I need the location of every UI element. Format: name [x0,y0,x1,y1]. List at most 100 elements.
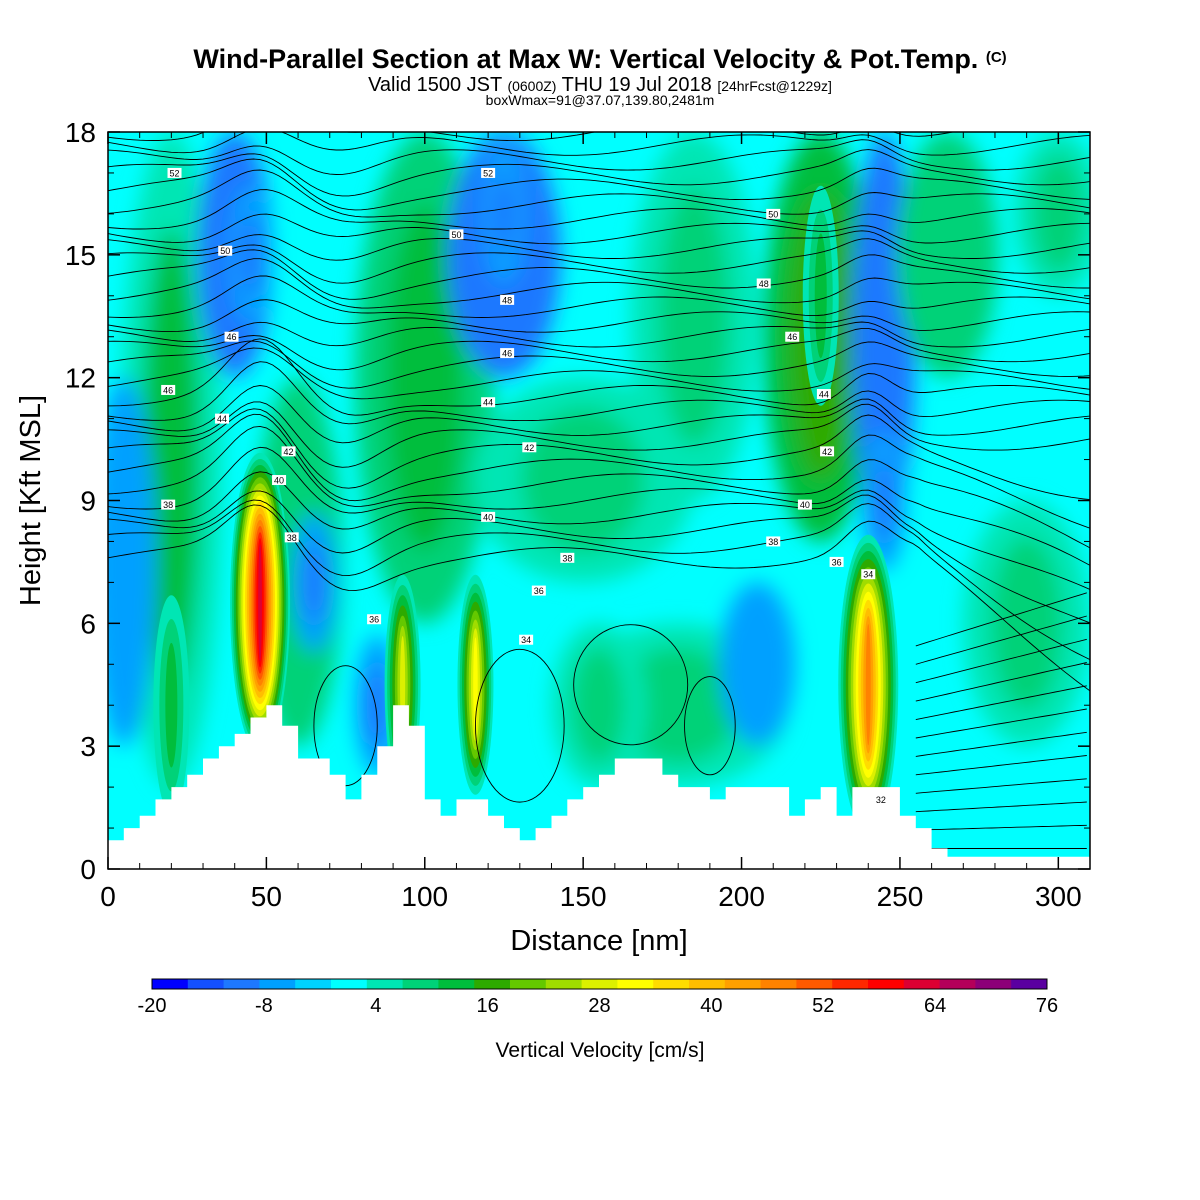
theta-label: 46 [161,384,176,395]
theta-contour [108,327,1090,371]
theta-label: 50 [218,245,233,256]
theta-label-bg [766,536,781,547]
theta-contour-low [915,708,1087,739]
downdraft-core-inner [492,173,515,254]
velocity-band-inner [386,205,464,550]
theta-label-text: 40 [483,512,493,522]
theta-label-bg [519,634,534,645]
theta-contour [108,321,1090,348]
theta-label: 40 [481,511,496,522]
x-tick-label: 250 [877,881,924,912]
theta-label-text: 36 [534,586,544,596]
theta-contour [108,249,1090,300]
theta-label-text: 46 [163,385,173,395]
downdraft-core-inner [302,542,325,623]
theta-label: 36 [531,585,546,596]
theta-contour [108,149,1090,197]
y-axis-label: Height [Kft MSL] [15,395,47,606]
theta-label-bg [272,475,287,486]
colorbar-tick-label: -20 [138,995,167,1017]
velocity-band-inner [108,432,142,691]
velocity-band-inner [736,606,779,722]
colorbar-swatch [295,979,332,989]
theta-label: 44 [816,389,831,400]
theta-contour-cell [684,676,736,776]
x-tick-label: 150 [560,881,607,912]
theta-label-text: 50 [220,246,230,256]
theta-label: 36 [367,614,382,625]
y-tick-label: 12 [65,363,96,394]
valid-time: Valid 1500 JST [368,74,502,96]
theta-contour [108,446,1090,566]
theta-contour [108,401,1090,468]
theta-label: 46 [785,331,800,342]
theta-label-bg [820,446,835,457]
theta-contour [108,347,1090,400]
theta-contour-low [915,778,1087,794]
x-tick-label: 0 [100,881,116,912]
theta-label: 36 [829,556,844,567]
colorbar-swatch [366,979,404,989]
theta-label-bg [522,442,537,453]
theta-label: 38 [284,532,299,543]
theta-label: 34 [861,569,876,580]
colorbar-swatch [223,979,260,989]
theta-label: 46 [224,331,239,342]
downdraft-core-inner [873,460,896,541]
theta-contour [108,338,1090,416]
theta-contour [108,499,1090,661]
colorbar-swatch [402,979,439,989]
theta-contour-low [915,731,1087,757]
theta-contour-low [915,685,1087,721]
colorbar-swatch [331,979,368,989]
colorbar-swatch [152,979,189,989]
theta-label-bg [531,585,546,596]
x-tick-label: 200 [718,881,765,912]
colorbar-tick-label: 16 [477,995,499,1017]
updraft-core-level [865,624,871,746]
theta-label-text: 46 [787,332,797,342]
colorbar-swatch [868,979,905,989]
theta-label-text: 36 [369,615,379,625]
colorbar-tick-label: 28 [588,995,610,1017]
downdraft-core-inner [366,665,389,746]
colorbar-swatch [581,979,618,989]
updraft-core-level [814,233,827,359]
colorbar-label: Vertical Velocity [cm/s] [496,1039,705,1062]
theta-label-bg [284,532,299,543]
velocity-field [108,132,1090,835]
theta-contour [108,504,1090,692]
colorbar-swatch [653,979,690,989]
theta-label-text: 50 [451,230,461,240]
x-axis-label: Distance [nm] [510,925,687,957]
theta-contour [108,275,1090,318]
theta-label-text: 52 [483,168,493,178]
theta-label-bg [224,331,239,342]
colorbar-tick-label: 52 [812,995,834,1017]
theta-contour [108,425,1090,549]
theta-contour [108,299,1090,333]
colorbar-swatch [510,979,547,989]
velocity-band-inner [866,193,902,481]
velocity-band-inner [572,647,626,763]
y-tick-label: 6 [80,608,96,639]
colorbar: -20 -8 4 16 28 40 52 64 76 Vertical Velocity [cm/… [138,978,1058,1062]
chart-title-tag: (C) [985,49,1007,66]
chart-title: Wind-Parallel Section at Max W: Vertical… [0,44,1200,75]
theta-label-text: 38 [287,533,297,543]
theta-label-text: 52 [170,168,180,178]
theta-label: 42 [281,446,296,457]
y-tick-label: 3 [80,731,96,762]
theta-contour [108,340,1090,389]
theta-contour-low [915,824,1087,831]
x-tick-label: 100 [401,881,448,912]
y-tick-label: 9 [80,486,96,517]
theta-label-bg [797,499,812,510]
velocity-band-inner [1033,156,1083,272]
theta-label-text: 48 [759,279,769,289]
theta-contour-low [915,638,1087,684]
theta-label-bg [367,614,382,625]
theta-label-bg [560,552,575,563]
theta-label-bg [481,511,496,522]
